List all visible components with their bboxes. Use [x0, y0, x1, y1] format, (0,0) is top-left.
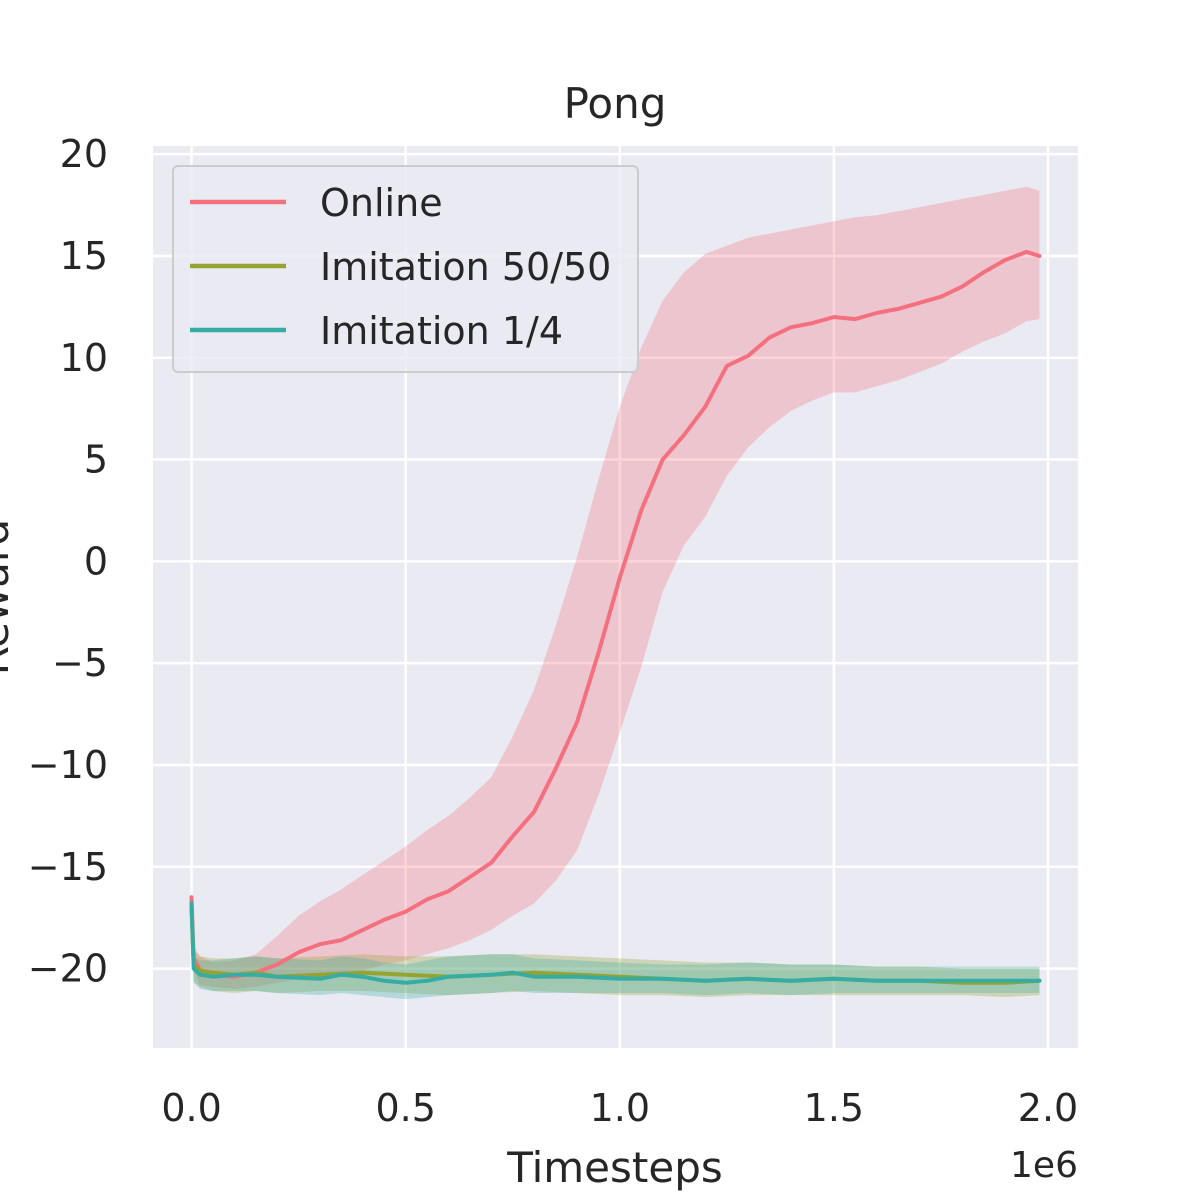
y-tick-label: 15	[60, 234, 108, 278]
x-tick-label: 2.0	[1018, 1086, 1078, 1130]
y-tick-label: −10	[28, 743, 108, 787]
chart-title: Pong	[564, 79, 667, 128]
legend: Online Imitation 50/50 Imitation 1/4	[172, 165, 639, 373]
y-axis-title: Reward	[0, 519, 18, 675]
series-line-0	[189, 249, 1042, 979]
x-tick-labels: 0.0 0.5 1.0 1.5 2.0	[161, 1086, 1078, 1130]
series-line-2	[189, 901, 1042, 985]
y-tick-label: 10	[60, 336, 108, 380]
y-tick-label: −20	[28, 947, 108, 991]
y-tick-label: −5	[52, 641, 108, 685]
x-tick-label: 0.5	[375, 1086, 435, 1130]
x-axis-title: Timesteps	[506, 1143, 723, 1192]
legend-label: Imitation 1/4	[320, 309, 563, 353]
y-tick-labels: −20 −15 −10 −5 0 5 10 15 20	[28, 132, 108, 990]
x-tick-label: 1.0	[590, 1086, 650, 1130]
x-tick-label: 1.5	[804, 1086, 864, 1130]
series-lines	[189, 249, 1042, 985]
legend-entries: Online Imitation 50/50 Imitation 1/4	[190, 181, 611, 353]
y-tick-label: 20	[60, 132, 108, 176]
y-tick-label: 0	[84, 539, 108, 583]
y-tick-label: −15	[28, 845, 108, 889]
y-tick-label: 5	[84, 438, 108, 482]
legend-label: Online	[320, 181, 443, 225]
x-tick-label: 0.0	[161, 1086, 221, 1130]
x-offset-label: 1e6	[1010, 1145, 1078, 1186]
legend-label: Imitation 50/50	[320, 245, 611, 289]
legend-frame	[172, 165, 639, 373]
